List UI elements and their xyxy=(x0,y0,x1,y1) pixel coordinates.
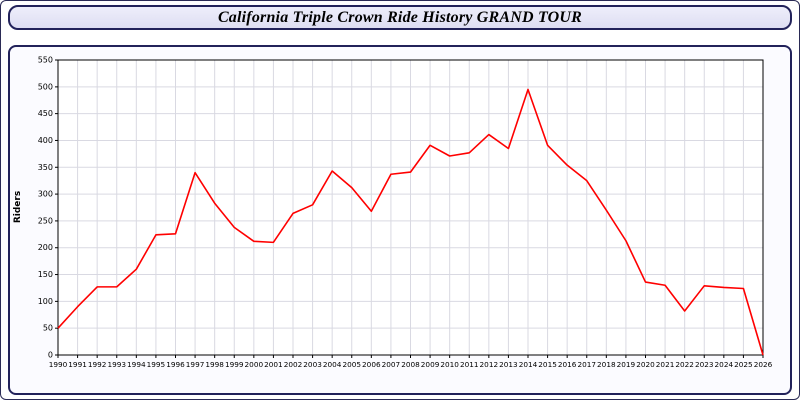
axis-ticks xyxy=(55,59,764,358)
svg-text:2026: 2026 xyxy=(754,360,773,369)
svg-text:2015: 2015 xyxy=(538,360,557,369)
title-bar: California Triple Crown Ride History GRA… xyxy=(8,5,792,30)
svg-text:2001: 2001 xyxy=(264,360,283,369)
svg-text:2003: 2003 xyxy=(303,360,322,369)
gridlines xyxy=(57,59,764,356)
svg-text:2024: 2024 xyxy=(715,360,734,369)
svg-text:1994: 1994 xyxy=(127,360,146,369)
svg-text:2016: 2016 xyxy=(558,360,577,369)
svg-text:2007: 2007 xyxy=(382,360,401,369)
svg-text:2005: 2005 xyxy=(342,360,361,369)
chart-panel: Riders 0 50 100 150 200 250 300 350 400 450 500 550… xyxy=(8,45,792,395)
riders-series-line xyxy=(57,88,764,356)
svg-text:1995: 1995 xyxy=(147,360,166,369)
svg-text:0: 0 xyxy=(48,351,53,360)
svg-text:2006: 2006 xyxy=(362,360,381,369)
svg-text:2020: 2020 xyxy=(636,360,655,369)
svg-text:450: 450 xyxy=(38,109,53,118)
svg-text:2021: 2021 xyxy=(656,360,675,369)
svg-text:500: 500 xyxy=(38,82,53,91)
svg-text:200: 200 xyxy=(38,243,53,252)
y-tick-labels: 0 50 100 150 200 250 300 350 400 450 500 550 xyxy=(38,56,53,360)
svg-text:50: 50 xyxy=(43,324,53,333)
svg-text:1997: 1997 xyxy=(186,360,205,369)
page-title: California Triple Crown Ride History GRA… xyxy=(217,8,583,26)
svg-text:2008: 2008 xyxy=(401,360,420,369)
svg-text:1993: 1993 xyxy=(107,360,126,369)
svg-text:2004: 2004 xyxy=(323,360,342,369)
svg-text:1991: 1991 xyxy=(68,360,87,369)
svg-text:1996: 1996 xyxy=(166,360,185,369)
svg-text:2010: 2010 xyxy=(440,360,459,369)
svg-text:250: 250 xyxy=(38,216,53,225)
svg-text:2000: 2000 xyxy=(245,360,264,369)
svg-text:2002: 2002 xyxy=(284,360,303,369)
y-axis-title: Riders xyxy=(13,191,23,223)
svg-text:2017: 2017 xyxy=(577,360,596,369)
svg-text:2022: 2022 xyxy=(675,360,694,369)
svg-text:2009: 2009 xyxy=(421,360,440,369)
svg-text:400: 400 xyxy=(38,136,53,145)
svg-text:150: 150 xyxy=(38,270,53,279)
svg-text:2018: 2018 xyxy=(597,360,616,369)
svg-text:2025: 2025 xyxy=(734,360,753,369)
svg-text:2012: 2012 xyxy=(480,360,499,369)
svg-text:1998: 1998 xyxy=(205,360,224,369)
svg-text:100: 100 xyxy=(38,297,53,306)
svg-text:1999: 1999 xyxy=(225,360,244,369)
svg-text:2019: 2019 xyxy=(617,360,636,369)
svg-text:350: 350 xyxy=(38,163,53,172)
svg-text:300: 300 xyxy=(38,190,53,199)
svg-text:2011: 2011 xyxy=(460,360,479,369)
ride-history-chart: Riders 0 50 100 150 200 250 300 350 400 450 500 550… xyxy=(13,56,773,370)
svg-text:2014: 2014 xyxy=(519,360,538,369)
svg-text:550: 550 xyxy=(38,56,53,65)
svg-text:2023: 2023 xyxy=(695,360,714,369)
svg-text:2013: 2013 xyxy=(499,360,518,369)
svg-text:1992: 1992 xyxy=(88,360,107,369)
x-tick-labels: 1990 1991 1992 1993 1994 1995 1996 1997 1998 1999… xyxy=(49,360,773,369)
svg-text:1990: 1990 xyxy=(49,360,68,369)
